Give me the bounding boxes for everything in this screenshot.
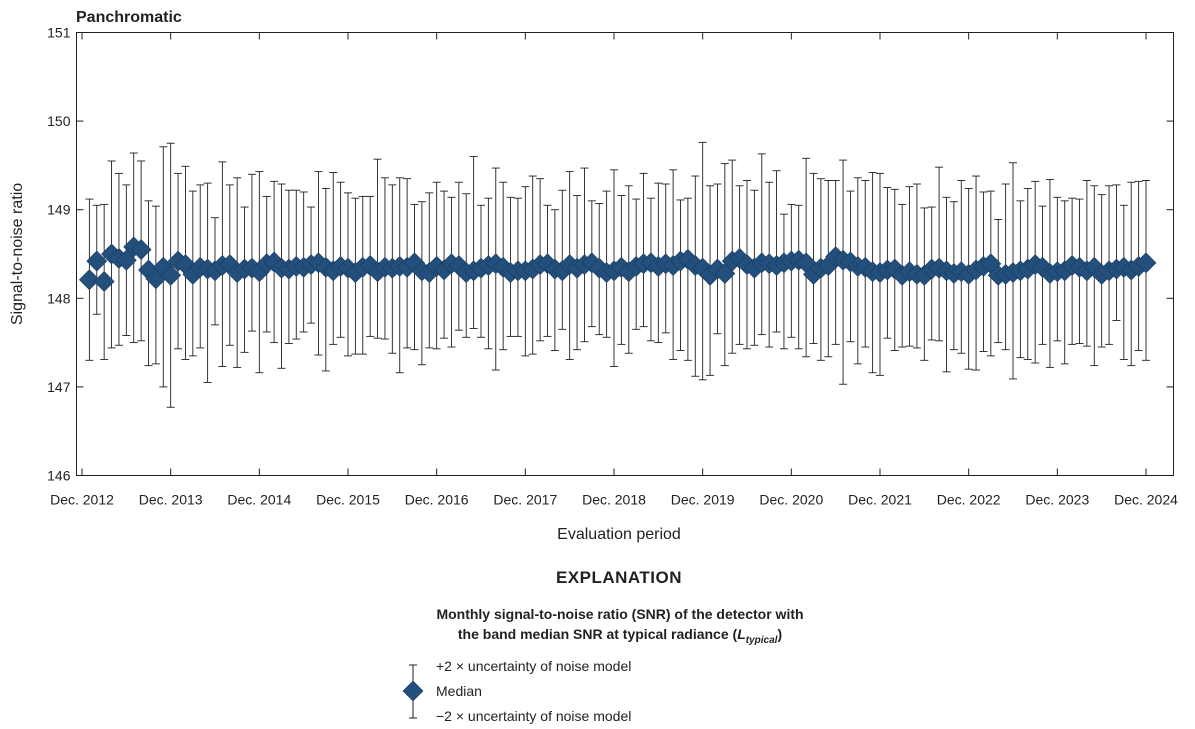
x-tick-label: Dec. 2015 <box>316 492 380 508</box>
legend-description-close: ) <box>777 626 783 642</box>
x-axis-label: Evaluation period <box>557 526 681 543</box>
x-tick-label: Dec. 2019 <box>671 492 735 508</box>
error-bar <box>809 172 818 344</box>
error-bar <box>373 158 382 339</box>
error-bar <box>1060 200 1069 365</box>
median-marker <box>78 269 100 291</box>
y-tick-label: 150 <box>47 113 71 129</box>
x-tick-label: Dec. 2020 <box>759 492 823 508</box>
error-bar <box>779 213 788 350</box>
y-tick-label: 151 <box>47 25 71 41</box>
error-bar <box>417 201 426 366</box>
x-axis: Dec. 2012 Dec. 2013 Dec. 2014 Dec. 2015 Dec.… <box>50 32 1178 508</box>
plot-frame <box>76 32 1174 476</box>
error-bar <box>691 175 700 377</box>
legend-description-line2: the band median SNR at typical radiance … <box>330 624 910 651</box>
y-axis: 146 147 148 149 150 151 <box>47 25 1174 484</box>
error-bar <box>839 159 848 385</box>
median-marker <box>1135 252 1157 274</box>
error-bar <box>1112 184 1121 321</box>
legend-description-line1: Monthly signal-to-noise ratio (SNR) of t… <box>436 606 804 622</box>
x-tick-label: Dec. 2014 <box>227 492 291 508</box>
y-tick-label: 148 <box>47 290 71 306</box>
error-bar <box>240 206 249 353</box>
error-bar <box>794 204 803 350</box>
radiance-subscript: typical <box>745 634 778 646</box>
error-bar <box>144 200 153 367</box>
median-marker <box>115 249 137 271</box>
median-marker <box>160 264 182 286</box>
x-tick-label: Dec. 2017 <box>493 492 557 508</box>
x-tick-label: Dec. 2021 <box>848 492 912 508</box>
error-bar <box>410 203 419 351</box>
median-markers <box>78 236 1157 292</box>
x-tick-label: Dec. 2013 <box>139 492 203 508</box>
error-bar <box>676 199 685 352</box>
y-tick-label: 149 <box>47 202 71 218</box>
legend-upper-label: +2 × uncertainty of noise model <box>436 658 632 674</box>
error-bar <box>469 156 478 329</box>
y-tick-label: 147 <box>47 379 71 395</box>
error-bar <box>558 189 567 330</box>
error-bar <box>683 197 692 361</box>
median-marker <box>86 250 108 272</box>
legend-errorbar-icon <box>402 664 424 719</box>
median-marker <box>130 239 152 260</box>
legend-description-text: the band median SNR at typical radiance … <box>457 626 738 642</box>
snr-chart: Panchromatic 146 147 148 149 150 151 Dec. 201… <box>9 9 1178 543</box>
legend-heading: EXPLANATION <box>555 568 683 587</box>
x-tick-label: Dec. 2024 <box>1114 492 1178 508</box>
chart-title: Panchromatic <box>76 9 182 26</box>
error-bar <box>321 187 330 372</box>
radiance-symbol: L <box>737 626 746 642</box>
error-bar <box>757 153 766 336</box>
error-bar <box>550 209 559 352</box>
y-tick-label: 146 <box>47 468 71 484</box>
error-bar <box>942 196 951 373</box>
error-bar <box>772 170 781 333</box>
x-tick-label: Dec. 2016 <box>405 492 469 508</box>
legend-median-label: Median <box>436 683 482 699</box>
error-bar <box>1119 204 1128 360</box>
x-tick-label: Dec. 2023 <box>1025 492 1089 508</box>
legend-description: Monthly signal-to-noise ratio (SNR) of t… <box>330 604 910 651</box>
error-bar <box>935 166 944 342</box>
median-marker <box>93 271 115 292</box>
x-tick-label: Dec. 2012 <box>50 492 114 508</box>
error-bar <box>247 173 256 332</box>
x-tick-label: Dec. 2022 <box>937 492 1001 508</box>
y-axis-label: Signal-to-noise ratio <box>9 183 26 325</box>
x-tick-label: Dec. 2018 <box>582 492 646 508</box>
error-bar <box>329 172 338 345</box>
error-bar <box>203 182 212 383</box>
legend-lower-label: −2 × uncertainty of noise model <box>436 708 632 724</box>
error-bar <box>639 172 648 328</box>
